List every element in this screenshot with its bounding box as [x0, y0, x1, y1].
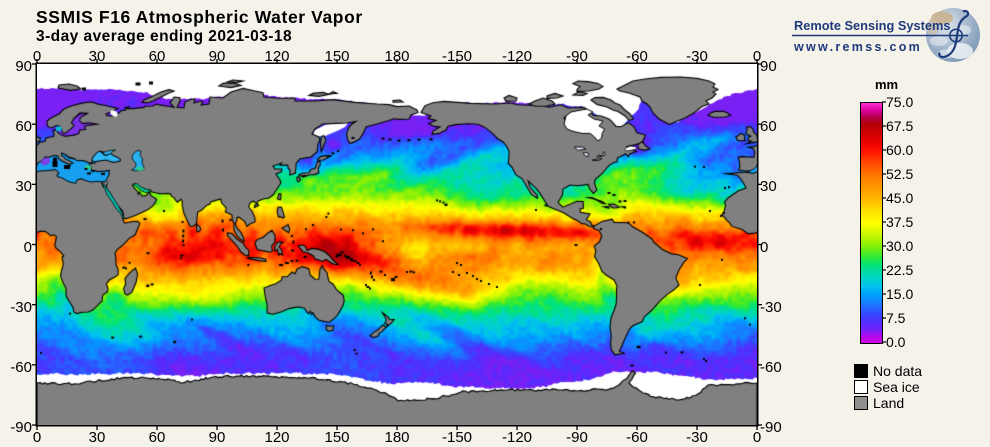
svg-text:Remote Sensing Systems: Remote Sensing Systems	[794, 18, 950, 33]
svg-text:www.remss.com: www.remss.com	[793, 40, 922, 54]
